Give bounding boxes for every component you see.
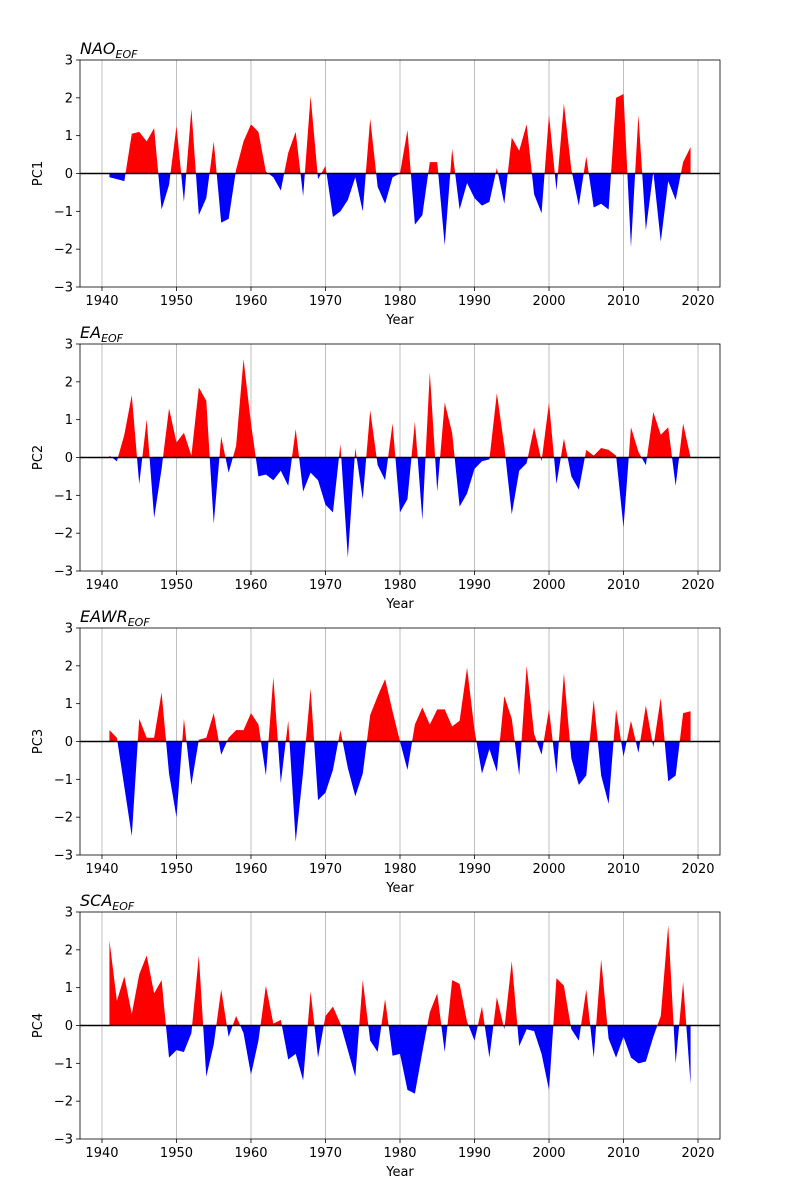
x-axis-label: Year [385,313,414,328]
x-tick-label: 1970 [309,862,342,877]
x-tick-label: 1970 [309,294,342,309]
y-tick-label: 0 [65,735,73,750]
y-axis-label: PC3 [31,729,46,754]
x-tick-label: 2000 [532,1146,565,1161]
chart-title: NAOEOF [80,39,138,61]
y-tick-label: 3 [65,906,73,921]
x-axis-label: Year [385,881,414,896]
y-tick-label: 0 [65,1019,73,1034]
y-tick-label: −1 [54,773,73,788]
y-tick-label: −3 [54,281,73,296]
axes-frame [79,627,721,856]
title-subscript: EOF [116,48,139,61]
title-main: SCA [80,891,112,910]
y-tick-label: −3 [54,1133,73,1148]
y-tick-label: −2 [54,1095,73,1110]
x-tick-label: 1950 [160,862,193,877]
x-tick-label: 2010 [607,578,640,593]
panel: 1940 1950 1960 1970 1980 1990 2000 2010 2020 −3 −2… [31,39,721,328]
x-tick-label: 2020 [681,578,714,593]
title-main: EA [80,323,101,342]
y-axis-label: PC1 [31,161,46,186]
x-tick-label: 1980 [383,578,416,593]
y-tick-label: −2 [54,243,73,258]
y-tick-label: −1 [54,205,73,220]
x-tick-label: 1940 [85,294,118,309]
title-main: NAO [80,39,116,58]
x-tick-label: 2020 [681,1146,714,1161]
x-tick-label: 1940 [85,862,118,877]
area [109,925,691,1094]
x-tick-label: 2020 [681,862,714,877]
y-tick-label: 0 [65,167,73,182]
y-tick-label: 2 [65,375,73,390]
title-subscript: EOF [101,332,124,345]
axes-frame [79,911,721,1140]
x-axis-label: Year [385,597,414,612]
y-axis-label: PC4 [31,1013,46,1038]
x-tick-label: 1960 [234,578,267,593]
x-tick-label: 1960 [234,1146,267,1161]
panel: 1940 1950 1960 1970 1980 1990 2000 2010 2020 −3 −2… [31,323,721,612]
x-tick-label: 2000 [532,578,565,593]
y-tick-label: −3 [54,849,73,864]
y-tick-label: 2 [65,91,73,106]
y-tick-label: −3 [54,565,73,580]
title-main: EAWR [80,607,128,626]
x-tick-label: 2020 [681,294,714,309]
x-axis-label: Year [385,1165,414,1180]
y-tick-label: 2 [65,659,73,674]
x-tick-label: 2010 [607,1146,640,1161]
y-tick-label: −2 [54,811,73,826]
y-tick-label: 3 [65,54,73,69]
x-tick-label: 1990 [458,1146,491,1161]
y-tick-label: 3 [65,338,73,353]
axes-frame [79,343,721,572]
x-tick-label: 2000 [532,294,565,309]
y-tick-label: 1 [65,413,73,428]
y-tick-label: 0 [65,451,73,466]
title-subscript: EOF [112,900,135,913]
x-tick-label: 1970 [309,578,342,593]
chart-title: SCAEOF [80,891,135,913]
y-tick-label: 1 [65,697,73,712]
y-tick-label: 1 [65,981,73,996]
panel: 1940 1950 1960 1970 1980 1990 2000 2010 2020 −3 −2… [31,607,721,896]
y-tick-label: 1 [65,129,73,144]
area [109,94,691,248]
y-axis-label: PC2 [31,445,46,470]
area [109,665,691,842]
title-subscript: EOF [128,616,151,629]
x-tick-label: 1980 [383,294,416,309]
x-tick-label: 1950 [160,294,193,309]
y-tick-label: −1 [54,1057,73,1072]
x-tick-label: 1960 [234,862,267,877]
x-tick-label: 1990 [458,294,491,309]
y-tick-label: −2 [54,527,73,542]
x-tick-label: 1990 [458,578,491,593]
chart-title: EAWREOF [80,607,150,629]
chart-title: EAEOF [80,323,124,345]
x-tick-label: 1980 [383,862,416,877]
x-tick-label: 2010 [607,862,640,877]
x-tick-label: 1990 [458,862,491,877]
x-tick-label: 1960 [234,294,267,309]
x-tick-label: 2010 [607,294,640,309]
x-tick-label: 1980 [383,1146,416,1161]
y-tick-label: 2 [65,943,73,958]
x-tick-label: 1940 [85,578,118,593]
panel: 1940 1950 1960 1970 1980 1990 2000 2010 2020 −3 −2… [31,891,721,1180]
x-tick-label: 1940 [85,1146,118,1161]
x-tick-label: 2000 [532,862,565,877]
x-tick-label: 1950 [160,578,193,593]
y-tick-label: −1 [54,489,73,504]
x-tick-label: 1950 [160,1146,193,1161]
x-tick-label: 1970 [309,1146,342,1161]
axes-frame [79,59,721,288]
y-tick-label: 3 [65,622,73,637]
area [109,359,691,558]
